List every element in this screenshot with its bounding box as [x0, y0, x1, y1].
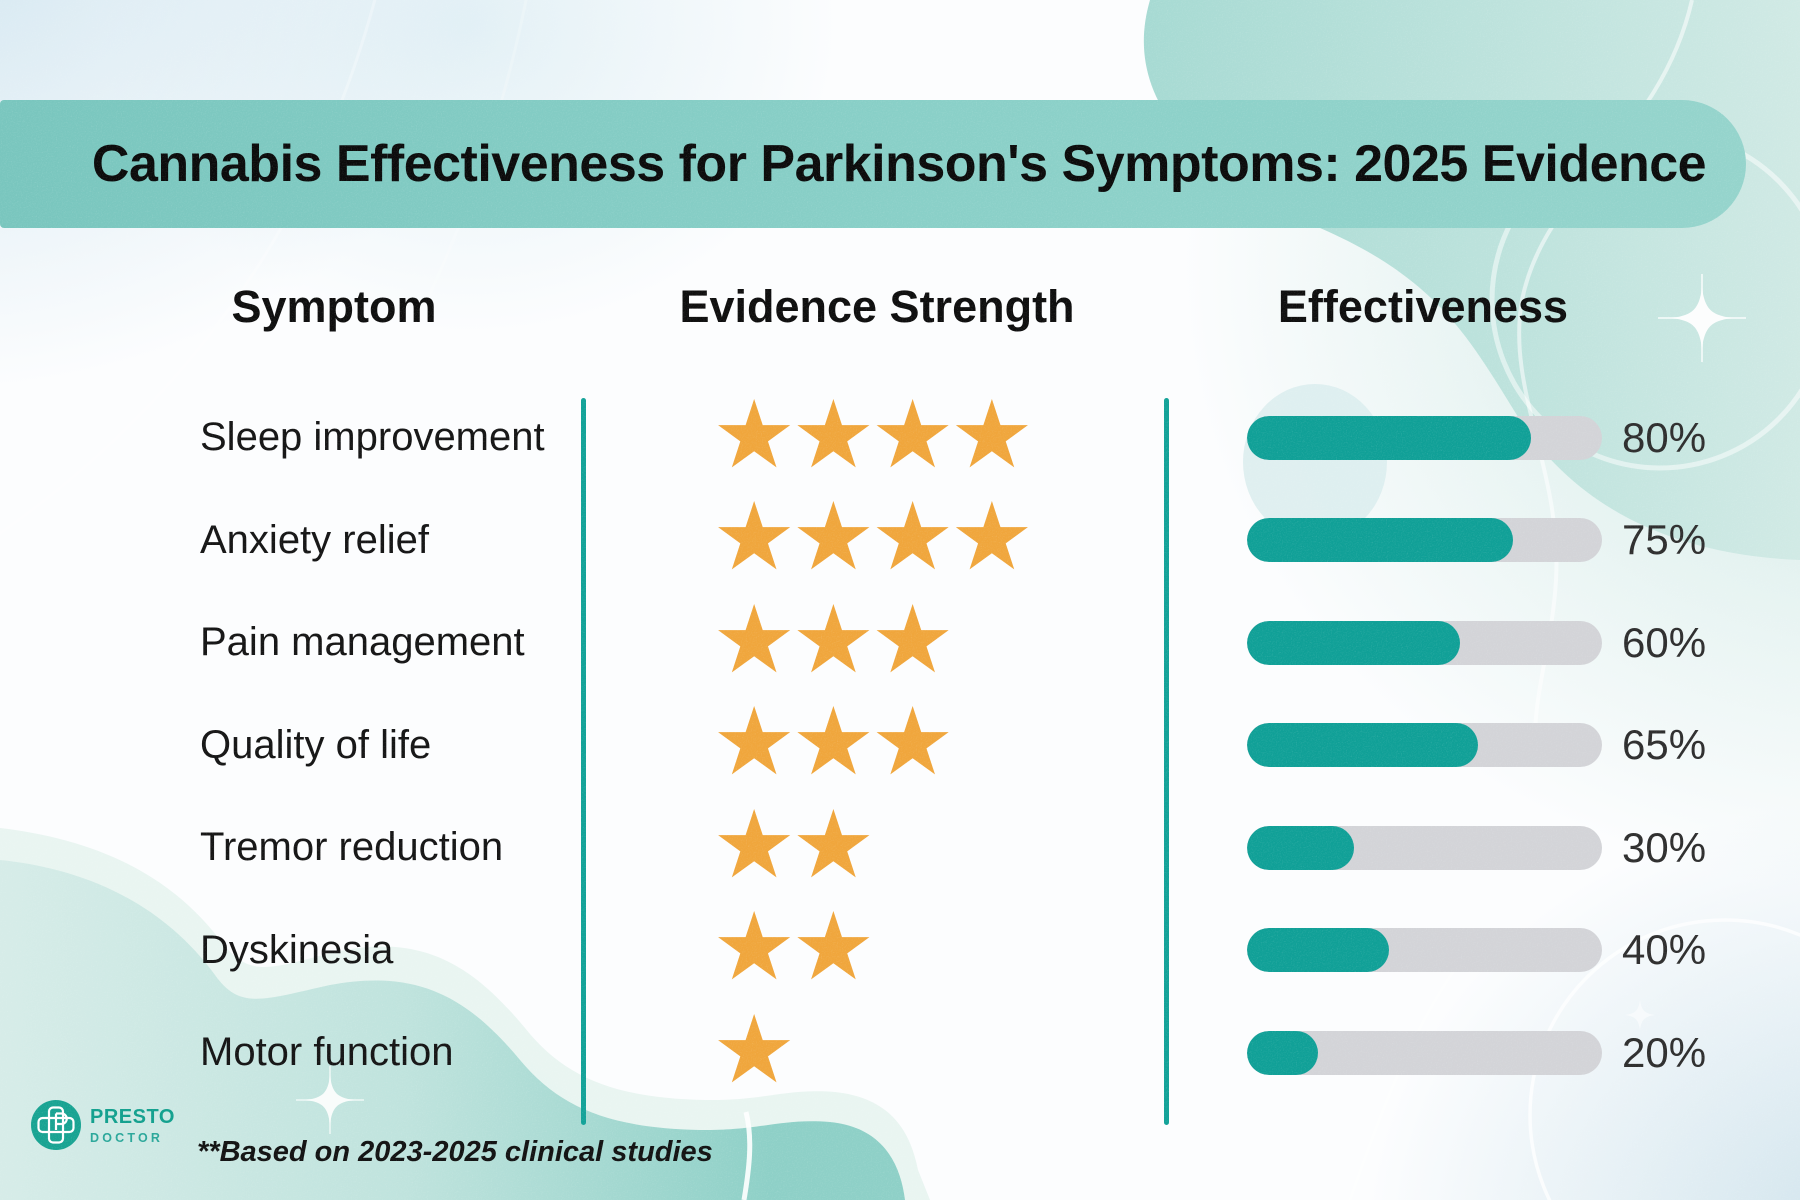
table-row: Dyskinesia ★★ 40%: [0, 899, 1800, 1002]
symptom-label: Motor function: [200, 1030, 454, 1074]
effectiveness-bar: [1247, 694, 1602, 797]
symptom-label: Sleep improvement: [200, 415, 545, 459]
bar-fill: [1247, 825, 1354, 870]
effectiveness-value: 65%: [1622, 721, 1707, 768]
logo-text-doctor: DOCTOR: [90, 1131, 164, 1145]
table-row: Tremor reduction ★★ 30%: [0, 796, 1800, 899]
bar-fill: [1247, 518, 1514, 562]
effectiveness-value: 30%: [1622, 823, 1707, 871]
effectiveness-bar: [1247, 1001, 1602, 1104]
symptom-label: Tremor reduction: [200, 825, 504, 869]
bar-track: [1247, 620, 1602, 665]
infographic-title: Cannabis Effectiveness for Parkinson's S…: [91, 135, 1707, 193]
table-row: Quality of life ★★★ 65%: [0, 694, 1800, 797]
effectiveness-value: 40%: [1622, 926, 1707, 973]
star-rating: ★★: [712, 791, 876, 897]
bar-track: [1247, 825, 1602, 870]
column-header-symptom: Symptom: [231, 281, 437, 332]
star-rating: ★★★★: [712, 381, 1034, 487]
title-banner: Cannabis Effectiveness for Parkinson's S…: [0, 100, 1746, 228]
bar-fill: [1247, 620, 1460, 665]
effectiveness-value: 60%: [1622, 618, 1707, 666]
presto-doctor-logo-text: PRESTO DOCTOR: [90, 1107, 175, 1145]
column-header-effectiveness: Effectiveness: [1277, 281, 1569, 332]
presto-doctor-logo-icon: [31, 1100, 81, 1150]
effectiveness-bar: [1247, 899, 1602, 1002]
column-header-evidence: Evidence Strength: [679, 281, 1075, 332]
effectiveness-bar: [1247, 796, 1602, 899]
effectiveness-bar: [1247, 591, 1602, 694]
bar-fill: [1247, 1030, 1318, 1075]
bar-fill: [1247, 415, 1531, 460]
effectiveness-value: 20%: [1622, 1028, 1707, 1076]
symptom-label: Dyskinesia: [200, 927, 394, 972]
effectiveness-bar: [1247, 386, 1602, 489]
star-rating: ★★★: [712, 586, 955, 692]
symptom-label: Quality of life: [200, 722, 432, 767]
bar-track: [1247, 723, 1602, 767]
symptom-label: Anxiety relief: [200, 517, 429, 562]
bar-fill: [1247, 928, 1389, 972]
table-row: Anxiety relief ★★★★ 75%: [0, 489, 1800, 592]
effectiveness-value: 75%: [1622, 516, 1707, 563]
logo-text-presto: PRESTO: [90, 1106, 175, 1128]
table-row: Pain management ★★★ 60%: [0, 591, 1800, 694]
data-rows: Sleep improvement ★★★★ 80% Anxiety relie…: [0, 386, 1800, 1104]
bar-track: [1247, 415, 1602, 460]
symptom-label: Pain management: [200, 620, 525, 664]
star-rating: ★★★: [712, 689, 955, 794]
bar-track: [1247, 928, 1602, 972]
star-rating: ★: [712, 996, 796, 1102]
bar-track: [1247, 518, 1602, 562]
effectiveness-bar: [1247, 489, 1602, 592]
table-row: Sleep improvement ★★★★ 80%: [0, 386, 1800, 489]
bar-track: [1247, 1030, 1602, 1075]
bar-fill: [1247, 723, 1478, 767]
star-rating: ★★★★: [712, 484, 1034, 589]
footnote: **Based on 2023-2025 clinical studies: [197, 1136, 713, 1168]
star-rating: ★★: [712, 894, 876, 999]
effectiveness-value: 80%: [1622, 413, 1707, 461]
table-row: Motor function ★ 20%: [0, 1001, 1800, 1104]
